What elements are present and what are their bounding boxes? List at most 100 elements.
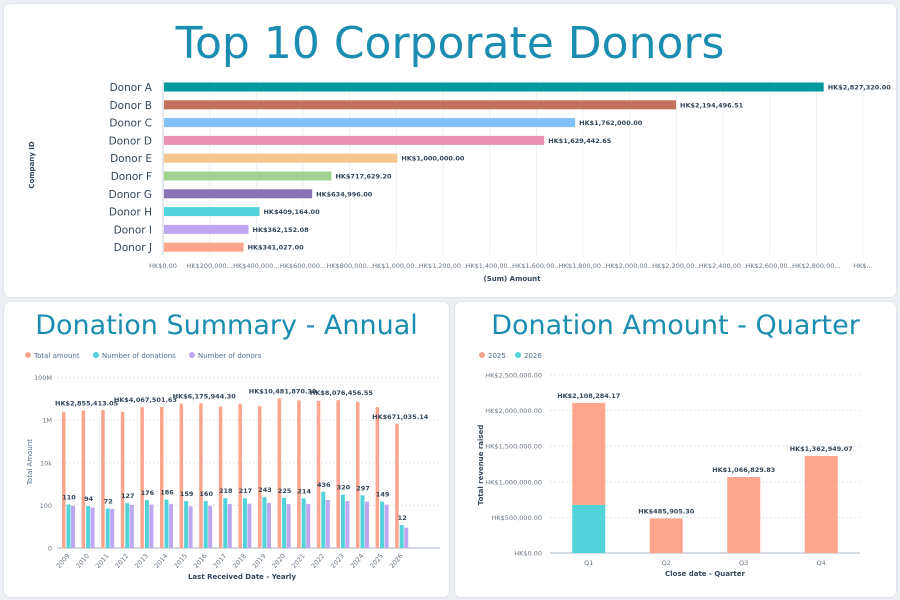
- bar: [164, 171, 332, 181]
- legend-marker: [93, 352, 99, 358]
- y-tick-label: HK$2,500,000.00: [485, 372, 542, 380]
- bar-number-of-donors: [247, 503, 252, 548]
- y-tick-label: 100: [40, 502, 52, 510]
- donations-value-label: 159: [180, 490, 194, 498]
- y-tick-label: 0: [48, 545, 52, 553]
- y-category-label: Donor B: [110, 100, 152, 112]
- bar: [164, 82, 824, 92]
- donations-value-label: 94: [84, 495, 94, 503]
- x-tick-label: 2013: [133, 552, 150, 570]
- legend-label: Number of donors: [198, 352, 262, 360]
- bar-number-of-donors: [384, 504, 389, 548]
- y-tick-label: HK$2,000,000.00: [485, 407, 542, 415]
- x-tick-label: HK$...: [853, 262, 872, 270]
- x-tick-label: HK$400,000...: [233, 262, 279, 270]
- bar-value-label: HK$409,164.00: [263, 208, 320, 216]
- bar-value-label: HK$1,000,000.00: [401, 155, 465, 163]
- bar-number-of-donors: [90, 507, 95, 548]
- x-tick-label: HK$1,400,00...: [465, 262, 513, 270]
- x-axis-title: Close date - Quarter: [665, 570, 746, 578]
- x-tick-label: 2018: [231, 552, 248, 570]
- legend-label: Number of donations: [102, 352, 176, 360]
- bar-number-of-donations: [262, 497, 267, 548]
- bar-number-of-donations: [282, 497, 287, 548]
- donations-value-label: 12: [398, 514, 407, 522]
- x-tick-label: 2019: [251, 552, 268, 570]
- bar-2025: [804, 455, 838, 553]
- bar-number-of-donations: [399, 525, 404, 548]
- bar-number-of-donations: [203, 501, 208, 548]
- donations-value-label: 127: [121, 492, 135, 500]
- y-tick-label: 1M: [42, 417, 52, 425]
- amount-value-label: HK$2,855,413.05: [55, 399, 119, 407]
- bar-total-amount: [316, 400, 321, 548]
- x-tick-label: HK$1,600,00...: [512, 262, 560, 270]
- top-donors-card: Top 10 Corporate Donors: [4, 4, 896, 297]
- bar: [164, 207, 260, 217]
- legend-label: Total amount: [33, 352, 80, 360]
- bar-total-amount: [297, 400, 301, 548]
- x-tick-label: 2025: [368, 552, 385, 570]
- y-category-label: Donor C: [109, 118, 152, 130]
- donations-value-label: 176: [141, 489, 155, 497]
- bar-value-label: HK$341,027.00: [248, 244, 305, 252]
- amount-value-label: HK$671,035.14: [372, 413, 429, 421]
- bar-number-of-donors: [227, 504, 232, 548]
- bar-number-of-donors: [110, 508, 115, 548]
- y-category-label: Donor G: [109, 189, 152, 201]
- x-tick-label: Q1: [584, 559, 593, 567]
- total-value-label: HK$1,362,949.07: [790, 445, 853, 453]
- x-tick-label: 2014: [153, 552, 170, 570]
- bar: [164, 153, 398, 163]
- donations-value-label: 297: [356, 484, 370, 492]
- x-tick-label: HK$2,800,00...: [792, 262, 840, 270]
- total-value-label: HK$1,066,829.83: [712, 466, 775, 474]
- y-category-label: Donor D: [109, 135, 152, 147]
- donations-value-label: 217: [239, 487, 253, 495]
- bar-total-amount: [238, 403, 242, 548]
- amount-value-label: HK$10,481,870.30: [249, 387, 317, 395]
- legend-marker: [479, 352, 485, 358]
- x-tick-label: HK$2,600,00...: [745, 262, 793, 270]
- top-donors-title: Top 10 Corporate Donors: [175, 18, 725, 69]
- x-tick-label: 2024: [349, 552, 366, 570]
- annual-summary-title: Donation Summary - Annual: [35, 310, 418, 341]
- y-tick-label: HK$500,000.00: [491, 514, 542, 522]
- donations-value-label: 320: [337, 484, 351, 492]
- x-tick-label: 2010: [74, 552, 91, 570]
- y-tick-label: HK$1,500,000.00: [485, 443, 542, 451]
- bar: [164, 189, 313, 199]
- bar-number-of-donations: [105, 508, 110, 548]
- bar-2025: [572, 402, 606, 505]
- x-tick-label: HK$1,200,00...: [419, 262, 467, 270]
- amount-value-label: HK$8,076,456.55: [310, 389, 374, 397]
- bar-number-of-donations: [86, 505, 91, 548]
- bar-value-label: HK$717,629.20: [335, 173, 392, 181]
- y-category-label: Donor H: [109, 207, 152, 219]
- x-tick-label: 2009: [55, 552, 72, 570]
- legend-marker: [189, 352, 195, 358]
- bar-number-of-donations: [380, 501, 385, 548]
- x-tick-label: 2020: [270, 552, 287, 570]
- bar-total-amount: [120, 411, 125, 548]
- total-value-label: HK$2,108,284.17: [557, 392, 620, 400]
- x-tick-label: HK$2,200,00...: [652, 262, 700, 270]
- x-tick-label: 2022: [310, 552, 327, 570]
- x-tick-label: Q4: [817, 559, 826, 567]
- y-category-label: Donor I: [114, 224, 152, 236]
- y-tick-label: 10k: [40, 459, 52, 467]
- bar-value-label: HK$1,762,000.00: [579, 119, 643, 127]
- bar-total-amount: [218, 406, 223, 548]
- donations-value-label: 436: [317, 481, 331, 489]
- bar-total-amount: [62, 412, 66, 548]
- donations-value-label: 110: [62, 494, 76, 502]
- x-axis-title: Last Received Date - Yearly: [188, 573, 296, 581]
- bar-number-of-donations: [321, 491, 326, 548]
- x-tick-label: 2026: [388, 552, 405, 570]
- bar-number-of-donors: [129, 504, 134, 548]
- x-tick-label: Q3: [739, 559, 748, 567]
- bar-number-of-donations: [360, 495, 365, 548]
- y-category-label: Donor A: [110, 82, 153, 94]
- x-tick-label: HK$0.00: [149, 262, 177, 270]
